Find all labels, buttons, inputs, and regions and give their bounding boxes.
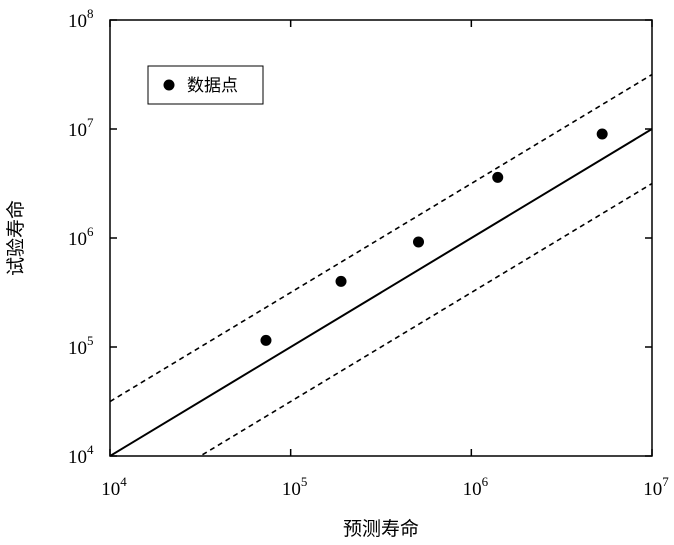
data-point [260, 334, 272, 346]
x-tick-label: 106 [463, 474, 489, 500]
y-tick-label-exponent: 7 [87, 115, 94, 130]
y-tick-label-base: 10 [68, 11, 87, 32]
legend-marker [163, 79, 175, 91]
x-tick-label-exponent: 4 [120, 474, 127, 489]
x-tick-label-base: 10 [101, 479, 120, 500]
legend-label: 数据点 [187, 76, 238, 96]
y-tick-label-base: 10 [68, 229, 87, 250]
data-point [492, 171, 504, 183]
x-tick-label-exponent: 6 [482, 474, 489, 489]
y-axis-title: 试验寿命 [5, 200, 27, 276]
x-tick-label-base: 10 [463, 479, 482, 500]
y-tick-label-exponent: 5 [87, 333, 94, 348]
x-tick-label-base: 10 [282, 479, 301, 500]
x-tick-label: 105 [282, 474, 308, 500]
y-tick-label-base: 10 [68, 447, 87, 468]
y-tick-label-exponent: 6 [87, 224, 94, 239]
data-point [413, 236, 425, 248]
x-tick-label: 107 [643, 474, 669, 500]
legend: 数据点 [147, 65, 264, 105]
data-points [260, 128, 608, 346]
x-tick-label: 104 [101, 474, 127, 500]
data-point [335, 275, 347, 287]
data-point [596, 128, 608, 140]
reference-line [110, 128, 652, 456]
x-axis-title: 预测寿命 [343, 518, 419, 540]
x-axis-ticks: 104 105 106 107 [101, 20, 669, 500]
x-tick-label-exponent: 7 [662, 474, 669, 489]
y-tick-label-base: 10 [68, 120, 87, 141]
x-tick-label-exponent: 5 [301, 474, 308, 489]
y-tick-label: 107 [68, 115, 94, 141]
reference-lines [110, 73, 652, 456]
y-tick-label: 108 [68, 6, 94, 32]
y-tick-label: 106 [68, 224, 94, 250]
scatter-band-line-1 [110, 73, 652, 403]
y-tick-label-base: 10 [68, 338, 87, 359]
x-tick-label-base: 10 [643, 479, 662, 500]
y-tick-label-exponent: 4 [87, 442, 94, 457]
y-tick-label: 104 [68, 442, 94, 468]
y-tick-label-exponent: 8 [87, 6, 94, 21]
scatter-band-line-2 [198, 182, 652, 456]
y-tick-label: 105 [68, 333, 94, 359]
